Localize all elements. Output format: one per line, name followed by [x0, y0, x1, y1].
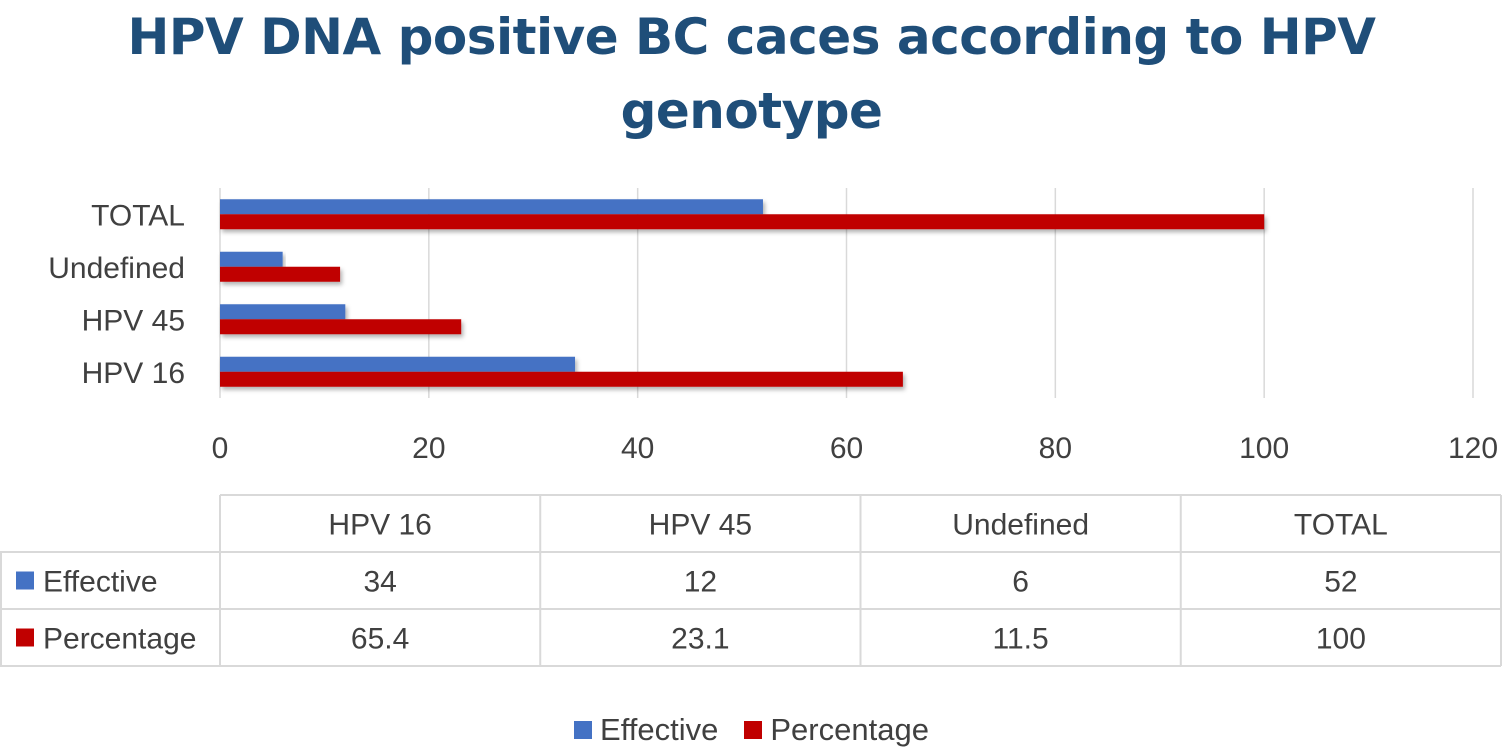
- table-cell-percentage-hpv-16: 65.4: [351, 623, 409, 656]
- y-tick-label-hpv-16: HPV 16: [82, 357, 185, 390]
- bar-effective-hpv-45: [220, 304, 346, 320]
- table-row-label-effective: Effective: [43, 566, 158, 599]
- legend: Effective Percentage: [0, 710, 1503, 750]
- y-tick-label-undefined: Undefined: [48, 252, 185, 285]
- legend-swatch-percentage: [744, 721, 763, 739]
- legend-label-effective: Effective: [600, 712, 719, 747]
- table-cell-percentage-total: 100: [1316, 623, 1366, 656]
- x-tick-label-80: 80: [1039, 432, 1072, 465]
- legend-swatch-effective: [574, 721, 593, 739]
- table-header-undefined: Undefined: [952, 509, 1089, 542]
- x-tick-label-20: 20: [412, 432, 445, 465]
- table-cell-percentage-undefined: 11.5: [993, 623, 1049, 656]
- chart-title-line-2: genotype: [620, 82, 883, 140]
- bar-chart: 0 20 40 60 80 100 120 HPV 16 HPV 45 Undefined TOTA…: [0, 188, 1502, 667]
- chart-title: HPV DNA positive BC caces according to H…: [0, 0, 1503, 148]
- table-row-swatch-percentage: [16, 628, 34, 647]
- y-tick-label-total: TOTAL: [91, 199, 185, 232]
- table-cell-effective-hpv-45: 12: [684, 566, 717, 599]
- bar-effective-total: [220, 199, 763, 215]
- bar-effective-undefined: [220, 251, 283, 267]
- legend-label-percentage: Percentage: [770, 712, 929, 747]
- table-row-label-percentage: Percentage: [43, 623, 196, 656]
- x-tick-label-120: 120: [1448, 432, 1498, 465]
- x-tick-label-0: 0: [212, 432, 229, 465]
- x-tick-label-100: 100: [1239, 432, 1289, 465]
- data-table: HPV 16 HPV 45 Undefined TOTAL Effective 34 12 6…: [0, 494, 1502, 667]
- axis-labels: 0 20 40 60 80 100 120 HPV 16 HPV 45 Undefined TOTA…: [48, 199, 1498, 465]
- bar-percentage-undefined: [220, 266, 341, 282]
- bars: [220, 199, 1265, 387]
- bar-percentage-total: [220, 214, 1265, 230]
- table-header-hpv-45: HPV 45: [649, 509, 752, 542]
- chart-title-line-1: HPV DNA positive BC caces according to H…: [127, 8, 1376, 66]
- bar-effective-hpv-16: [220, 356, 576, 372]
- y-tick-label-hpv-45: HPV 45: [82, 304, 185, 337]
- bar-percentage-hpv-16: [220, 371, 903, 387]
- legend-item-effective: Effective: [574, 712, 718, 748]
- table-cell-effective-hpv-16: 34: [363, 566, 396, 599]
- table-cell-effective-total: 52: [1324, 566, 1357, 599]
- table-cell-effective-undefined: 6: [1012, 566, 1029, 599]
- table-header-total: TOTAL: [1294, 509, 1388, 542]
- bar-percentage-hpv-45: [220, 319, 462, 335]
- x-tick-label-40: 40: [621, 432, 654, 465]
- table-header-hpv-16: HPV 16: [328, 509, 431, 542]
- x-tick-label-60: 60: [830, 432, 863, 465]
- table-cell-percentage-hpv-45: 23.1: [671, 623, 729, 656]
- table-row-swatch-effective: [16, 571, 34, 590]
- legend-item-percentage: Percentage: [744, 712, 929, 748]
